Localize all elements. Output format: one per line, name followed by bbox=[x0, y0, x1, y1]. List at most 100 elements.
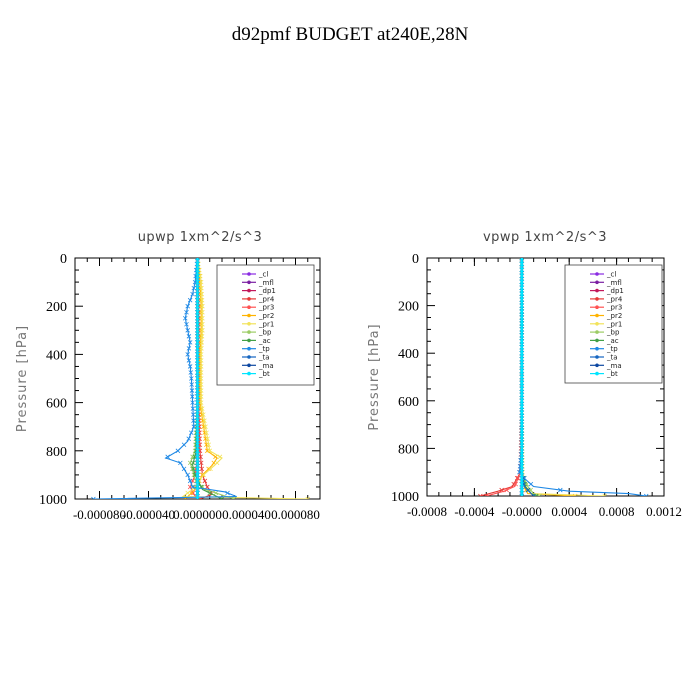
legend: _cl_mfl_dp1_pr4_pr3_pr2_pr1_bp_ac_tp_ta_… bbox=[216, 264, 315, 386]
legend-marker-pr3 bbox=[247, 305, 251, 310]
legend-label-pr4: _pr4 bbox=[258, 295, 275, 303]
legend-marker-bt bbox=[247, 371, 251, 376]
legend-marker-pr4 bbox=[247, 297, 251, 301]
legend: _cl_mfl_dp1_pr4_pr3_pr2_pr1_bp_ac_tp_ta_… bbox=[564, 264, 663, 384]
legend-marker-ac bbox=[595, 338, 599, 343]
legend-marker-tp bbox=[595, 346, 599, 351]
series-marker-pr1 bbox=[199, 291, 205, 297]
series-marker-tp bbox=[165, 454, 170, 460]
series-marker-pr4 bbox=[199, 466, 205, 472]
series-marker-pr1 bbox=[205, 436, 210, 442]
series-marker-bt bbox=[519, 297, 525, 302]
series-marker-pr1 bbox=[199, 297, 205, 303]
series-marker-pr1 bbox=[198, 394, 204, 399]
series-marker-bt bbox=[519, 452, 525, 457]
series-marker-pr1 bbox=[201, 412, 206, 417]
series-marker-ac bbox=[207, 490, 213, 496]
series-marker-bt bbox=[519, 339, 525, 344]
legend-marker-cl bbox=[595, 272, 599, 276]
legend-label-pr1: _pr1 bbox=[606, 320, 622, 328]
chart-panel-1: upwp 1xm^2/s^3 Pressure [hPa] 0 200 400 600 80… bbox=[15, 230, 321, 522]
legend-marker-ta bbox=[595, 355, 599, 359]
series-marker-tp bbox=[189, 382, 194, 387]
series-marker-pr1 bbox=[185, 490, 190, 496]
x-tick-label: -0.000040 bbox=[122, 507, 175, 522]
series-marker-bt bbox=[195, 321, 200, 327]
series-marker-pr1 bbox=[214, 460, 220, 466]
series-marker-bt bbox=[195, 352, 200, 357]
series-marker-bt bbox=[195, 448, 200, 454]
series-marker-bt bbox=[195, 340, 200, 345]
series-marker-tp bbox=[190, 484, 195, 490]
series-marker-bt bbox=[519, 392, 525, 398]
series-marker-bt bbox=[195, 258, 200, 261]
series-marker-tp bbox=[190, 291, 195, 297]
series-marker-bt bbox=[195, 364, 200, 369]
series-marker-ta bbox=[525, 487, 531, 493]
series-marker-bt bbox=[519, 267, 525, 273]
legend-marker-ma bbox=[595, 363, 599, 368]
series-marker-pr1 bbox=[204, 430, 209, 436]
legend-label-pr2: _pr2 bbox=[606, 312, 622, 320]
series-marker-pr1 bbox=[207, 448, 213, 454]
series-marker-bt bbox=[519, 380, 525, 386]
legend-marker-dp1 bbox=[595, 288, 599, 293]
series-marker-bt bbox=[195, 261, 200, 267]
series-marker-bt bbox=[195, 442, 200, 448]
series-marker-pr1 bbox=[208, 466, 213, 472]
y-tick-label: 600 bbox=[398, 395, 419, 410]
series-marker-tp bbox=[187, 340, 193, 345]
y-tick-label: 400 bbox=[398, 347, 419, 362]
legend-marker-cl bbox=[247, 272, 251, 276]
series-marker-tp bbox=[186, 436, 192, 442]
series-marker-bt bbox=[519, 279, 525, 285]
legend-label-tp: _tp bbox=[258, 345, 270, 353]
legend-label-tp: _tp bbox=[606, 345, 618, 353]
series-marker-bt bbox=[519, 416, 525, 421]
legend-label-bp: _bp bbox=[258, 329, 272, 337]
series-marker-bt bbox=[195, 490, 200, 496]
series-marker-bt bbox=[195, 388, 200, 393]
series-marker-bt bbox=[519, 327, 525, 332]
series-marker-tp bbox=[181, 466, 187, 472]
series-marker-tp bbox=[191, 424, 197, 429]
series-marker-bt bbox=[195, 285, 200, 291]
series-marker-pr1 bbox=[199, 406, 205, 411]
legend-marker-bp bbox=[247, 330, 251, 334]
legend-marker-tp bbox=[247, 346, 251, 351]
series-marker-bt bbox=[195, 291, 200, 297]
series-marker-bp bbox=[213, 490, 219, 496]
legend-label-pr4: _pr4 bbox=[606, 295, 623, 303]
series-marker-bt bbox=[195, 496, 200, 499]
series-marker-pr3 bbox=[504, 487, 509, 493]
series-marker-tp bbox=[182, 315, 188, 321]
series-marker-tp bbox=[190, 394, 195, 399]
series-marker-tp bbox=[178, 460, 183, 466]
series-marker-bt bbox=[195, 394, 200, 399]
series-marker-bt bbox=[519, 261, 525, 267]
series-marker-pr1 bbox=[199, 334, 205, 339]
series-marker-tp bbox=[185, 352, 190, 357]
series-marker-bt bbox=[519, 350, 525, 356]
series-marker-bt bbox=[195, 400, 200, 405]
series-marker-bt bbox=[195, 334, 200, 339]
series-marker-bt bbox=[519, 475, 525, 481]
series-marker-ac bbox=[190, 460, 196, 466]
y-tick-label: 1000 bbox=[391, 490, 419, 505]
legend-box bbox=[564, 264, 663, 384]
series-marker-pr2 bbox=[200, 472, 205, 478]
series-marker-pr1 bbox=[200, 309, 205, 315]
legend-label-bp: _bp bbox=[606, 329, 620, 337]
series-marker-bt bbox=[519, 374, 525, 380]
series-marker-bt bbox=[519, 487, 525, 493]
series-marker-tp bbox=[184, 321, 189, 327]
series-marker-tp bbox=[191, 418, 196, 423]
legend-label-dp1: _dp1 bbox=[606, 287, 624, 295]
series-marker-tp bbox=[189, 388, 195, 393]
legend-label-bt: _bt bbox=[258, 370, 270, 378]
x-tick-label: 0.0008 bbox=[599, 504, 635, 519]
series-marker-bt bbox=[519, 410, 525, 415]
series-marker-pr1 bbox=[200, 303, 205, 309]
series-marker-bt bbox=[519, 469, 525, 475]
series-marker-pr1 bbox=[198, 382, 204, 387]
